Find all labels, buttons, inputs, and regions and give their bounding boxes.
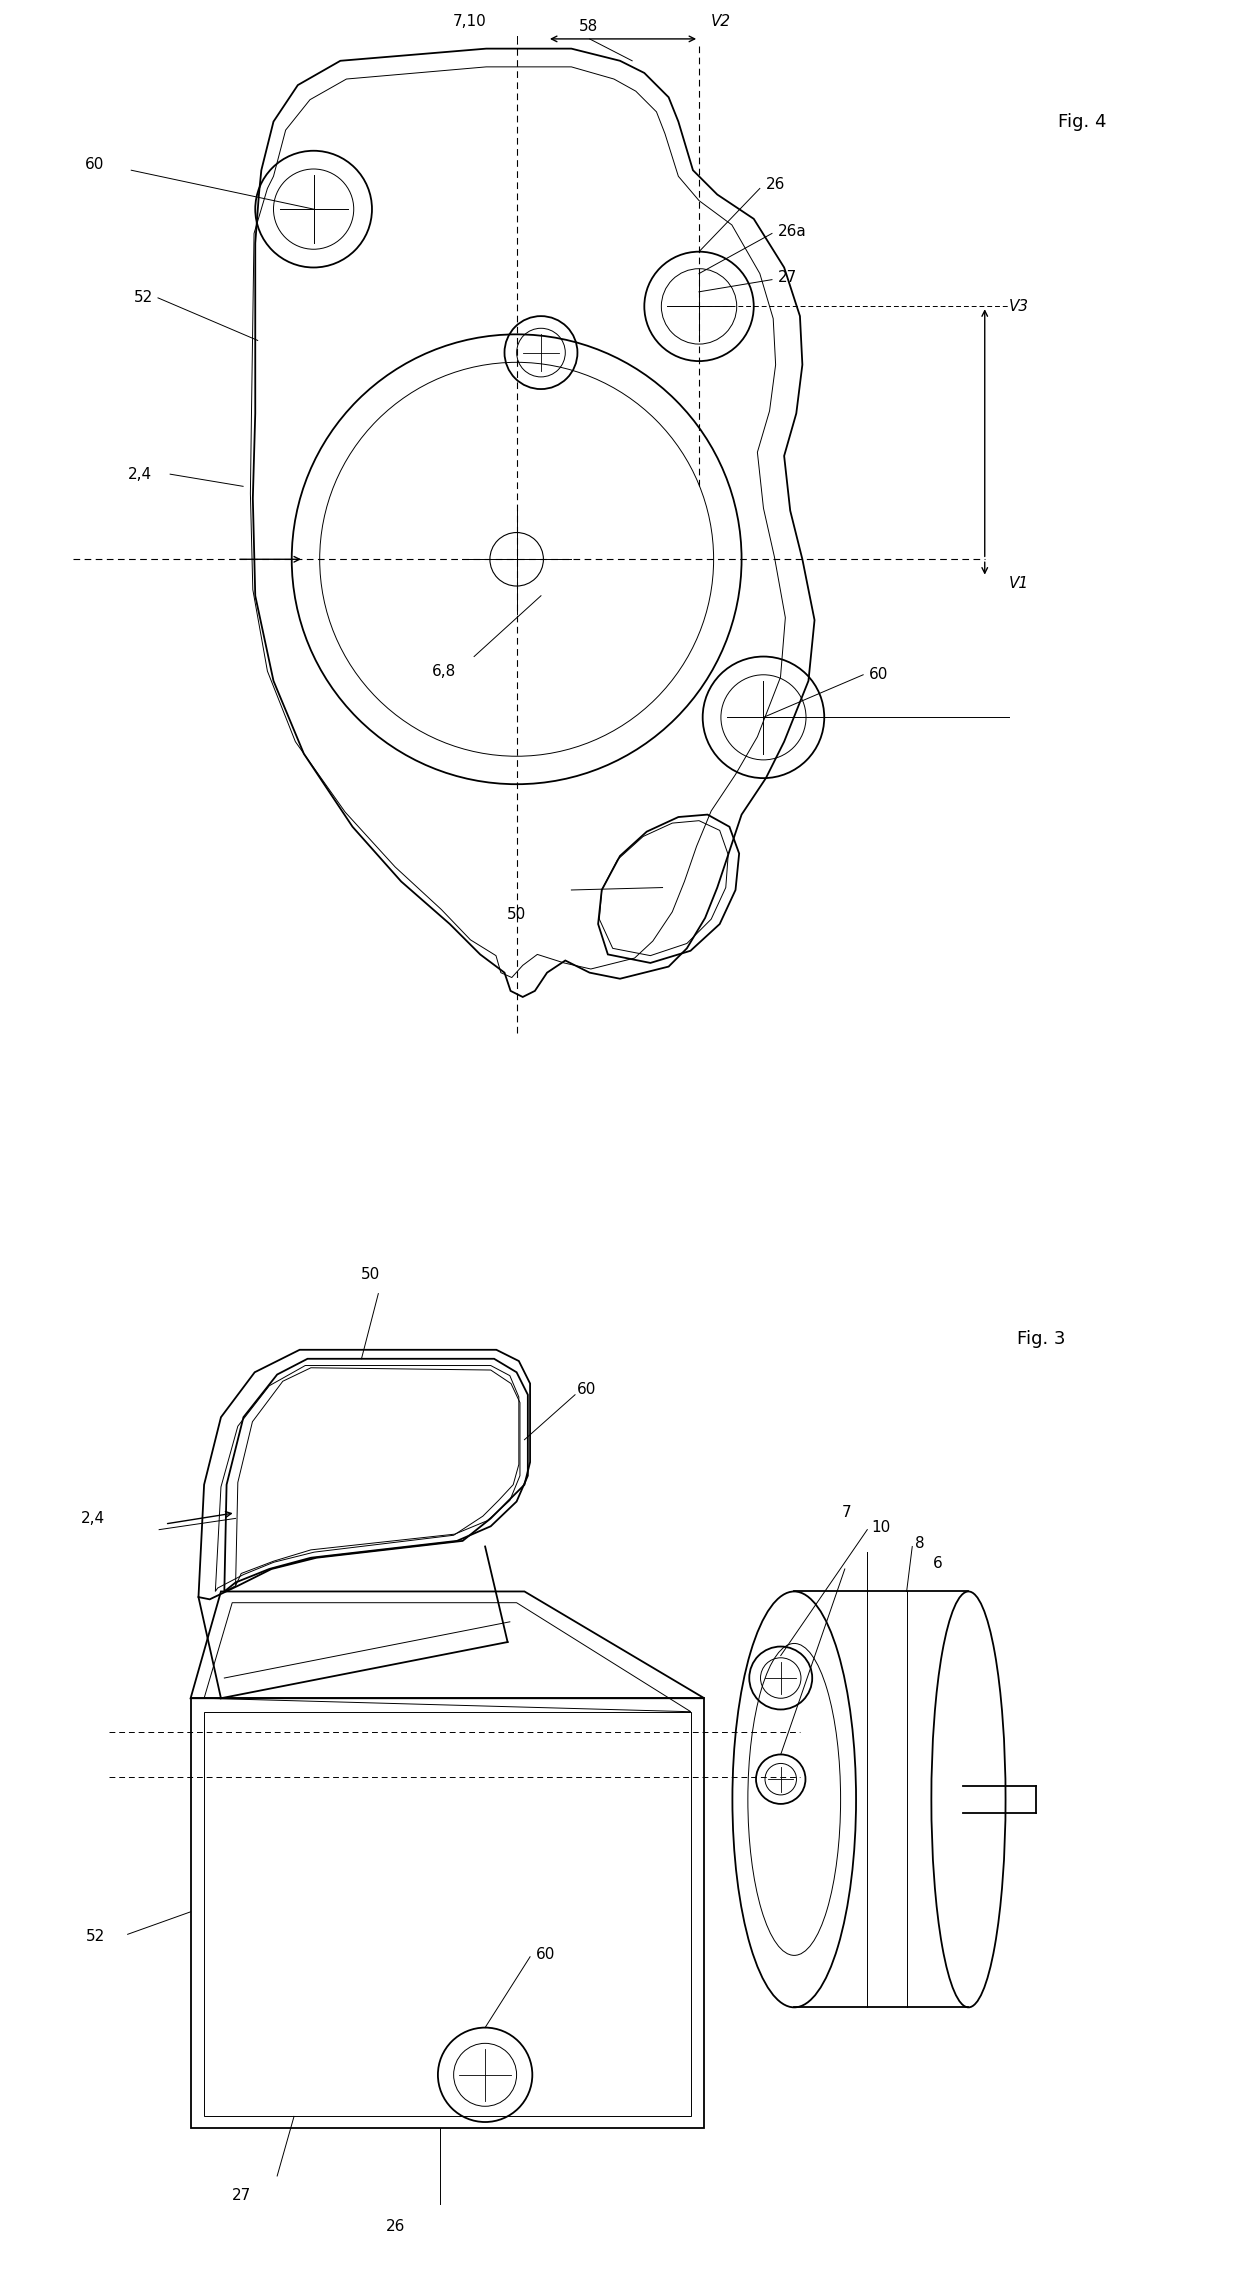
Text: 60: 60 bbox=[86, 156, 104, 172]
Text: 26a: 26a bbox=[777, 223, 807, 239]
Text: 50: 50 bbox=[361, 1266, 381, 1282]
Text: 26: 26 bbox=[766, 177, 785, 193]
Text: 58: 58 bbox=[579, 18, 598, 34]
Text: V1: V1 bbox=[1009, 576, 1029, 592]
Text: 60: 60 bbox=[869, 668, 889, 681]
Text: 7: 7 bbox=[842, 1505, 851, 1521]
Text: V3: V3 bbox=[1009, 298, 1029, 314]
Text: 10: 10 bbox=[872, 1521, 892, 1535]
Text: 50: 50 bbox=[507, 906, 526, 922]
Text: 52: 52 bbox=[86, 1929, 105, 1943]
Text: 27: 27 bbox=[777, 271, 797, 284]
Text: 6: 6 bbox=[932, 1555, 942, 1571]
Text: 7,10: 7,10 bbox=[453, 14, 486, 30]
Text: V2: V2 bbox=[712, 14, 732, 30]
Text: 60: 60 bbox=[536, 1948, 556, 1961]
Text: 27: 27 bbox=[232, 2188, 252, 2202]
Text: Fig. 3: Fig. 3 bbox=[1017, 1331, 1065, 1347]
Text: 2,4: 2,4 bbox=[128, 466, 151, 482]
Text: Fig. 4: Fig. 4 bbox=[1058, 112, 1106, 131]
Text: 26: 26 bbox=[386, 2218, 405, 2234]
Text: 8: 8 bbox=[915, 1535, 924, 1551]
Text: 6,8: 6,8 bbox=[432, 663, 456, 679]
Text: 52: 52 bbox=[134, 291, 153, 305]
Text: 2,4: 2,4 bbox=[81, 1512, 105, 1526]
Text: 60: 60 bbox=[578, 1381, 596, 1397]
